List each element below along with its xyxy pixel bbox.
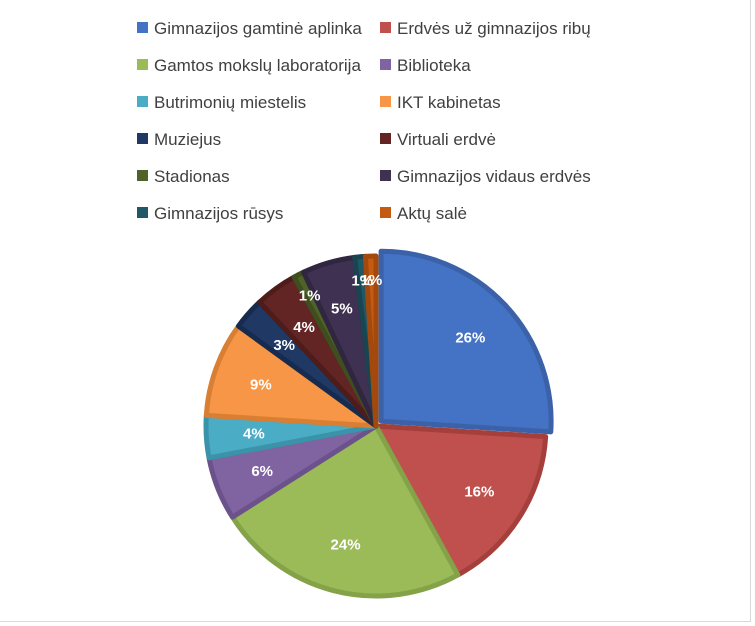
legend-label: Stadionas [154, 167, 230, 186]
legend-label: Gamtos mokslų laboratorija [154, 56, 361, 75]
legend-label: IKT kabinetas [397, 93, 501, 112]
pie-data-label: 24% [331, 537, 361, 554]
legend-swatch [380, 170, 391, 181]
legend-swatch [380, 59, 391, 70]
legend-label: Gimnazijos rūsys [154, 204, 283, 223]
pie-data-label: 5% [331, 300, 353, 317]
pie-slice [378, 248, 554, 435]
pie-slice [373, 423, 549, 578]
pie-data-label: 9% [250, 377, 272, 394]
legend-label: Biblioteka [397, 56, 471, 75]
legend-swatch [137, 170, 148, 181]
pie-slice [229, 423, 461, 599]
legend-label: Virtuali erdvė [397, 130, 496, 149]
pie-data-label: 6% [251, 463, 273, 480]
pie-data-label: 4% [293, 319, 315, 336]
legend-swatch [137, 59, 148, 70]
legend-label: Erdvės už gimnazijos ribų [397, 19, 591, 38]
pie-data-label: 1% [299, 288, 321, 305]
legend-label: Aktų salė [397, 204, 467, 223]
legend-swatch [137, 96, 148, 107]
pie-data-label: 4% [243, 426, 265, 443]
pie-data-label: 3% [273, 337, 295, 354]
legend-swatch [137, 22, 148, 33]
legend-swatch [380, 96, 391, 107]
pie-slices [203, 248, 554, 599]
legend-swatch [380, 133, 391, 144]
pie-slice [362, 253, 379, 429]
legend-swatch [137, 133, 148, 144]
legend-label: Gimnazijos vidaus erdvės [397, 167, 591, 186]
legend-label: Gimnazijos gamtinė aplinka [154, 19, 362, 38]
pie-data-labels: 26%16%24%6%4%9%3%4%1%5%1%1% [243, 272, 494, 554]
legend-swatch [380, 22, 391, 33]
legend-swatch [380, 207, 391, 218]
legend-swatch [137, 207, 148, 218]
legend-label: Butrimonių miestelis [154, 93, 306, 112]
pie-data-label: 26% [455, 329, 485, 346]
legend-label: Muziejus [154, 130, 221, 149]
pie-data-label: 1% [361, 272, 383, 289]
pie-data-label: 16% [464, 484, 494, 501]
legend: Gimnazijos gamtinė aplinka Erdvės už gimn… [137, 19, 591, 223]
pie-data-label: 1% [351, 272, 373, 289]
